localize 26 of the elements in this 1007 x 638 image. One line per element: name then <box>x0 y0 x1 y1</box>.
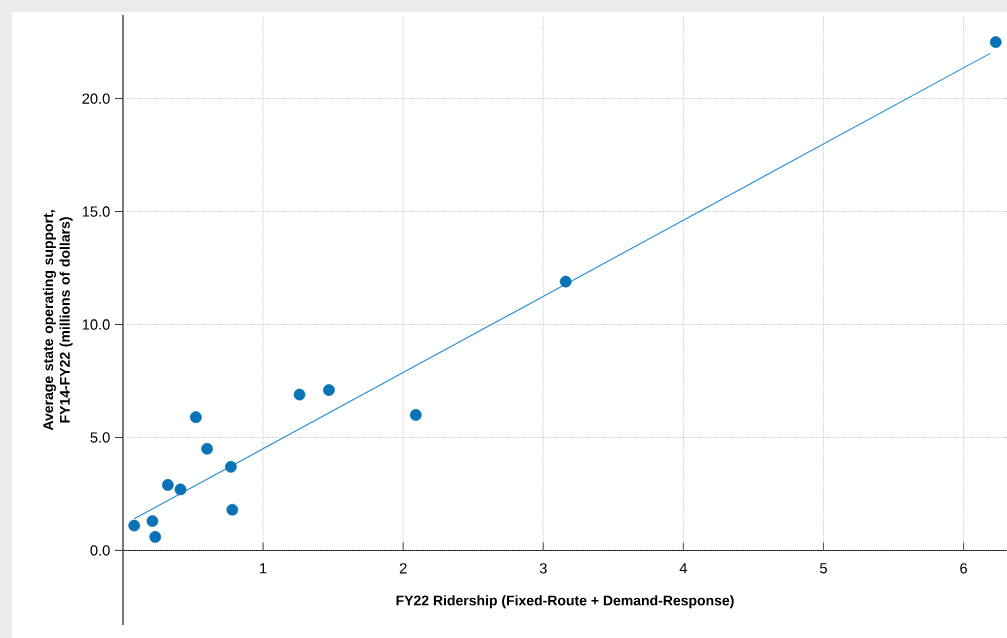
point <box>226 503 239 516</box>
y-tick-label: 20.0 <box>82 93 110 104</box>
point <box>161 479 174 491</box>
point <box>323 384 335 396</box>
y-tick-label: 5.0 <box>90 432 110 443</box>
x-tick-label: 3 <box>539 563 547 574</box>
point <box>409 409 422 421</box>
x-tick-label: 4 <box>679 563 688 574</box>
point <box>225 460 237 473</box>
point <box>201 442 213 455</box>
point <box>149 531 162 543</box>
point <box>189 411 202 423</box>
x-tick-label: 5 <box>819 563 827 574</box>
point <box>559 275 572 288</box>
point <box>174 483 187 496</box>
y-tick-label: 10.0 <box>82 319 110 330</box>
x-tick-label: 6 <box>960 563 967 574</box>
x-tick-label: 2 <box>399 563 407 574</box>
x-tick-label: 1 <box>260 563 267 574</box>
point <box>146 515 159 527</box>
point <box>293 388 306 401</box>
y-tick-label: 0.0 <box>90 545 110 556</box>
y-tick-label: 15.0 <box>82 206 110 217</box>
point <box>128 519 141 532</box>
y-axis-title: Average state operating support, FY14-FY22 (millions of dollars) <box>42 210 73 431</box>
x-axis-title: FY22 Ridership (Fixed-Route + Demand-Response) <box>396 595 734 609</box>
